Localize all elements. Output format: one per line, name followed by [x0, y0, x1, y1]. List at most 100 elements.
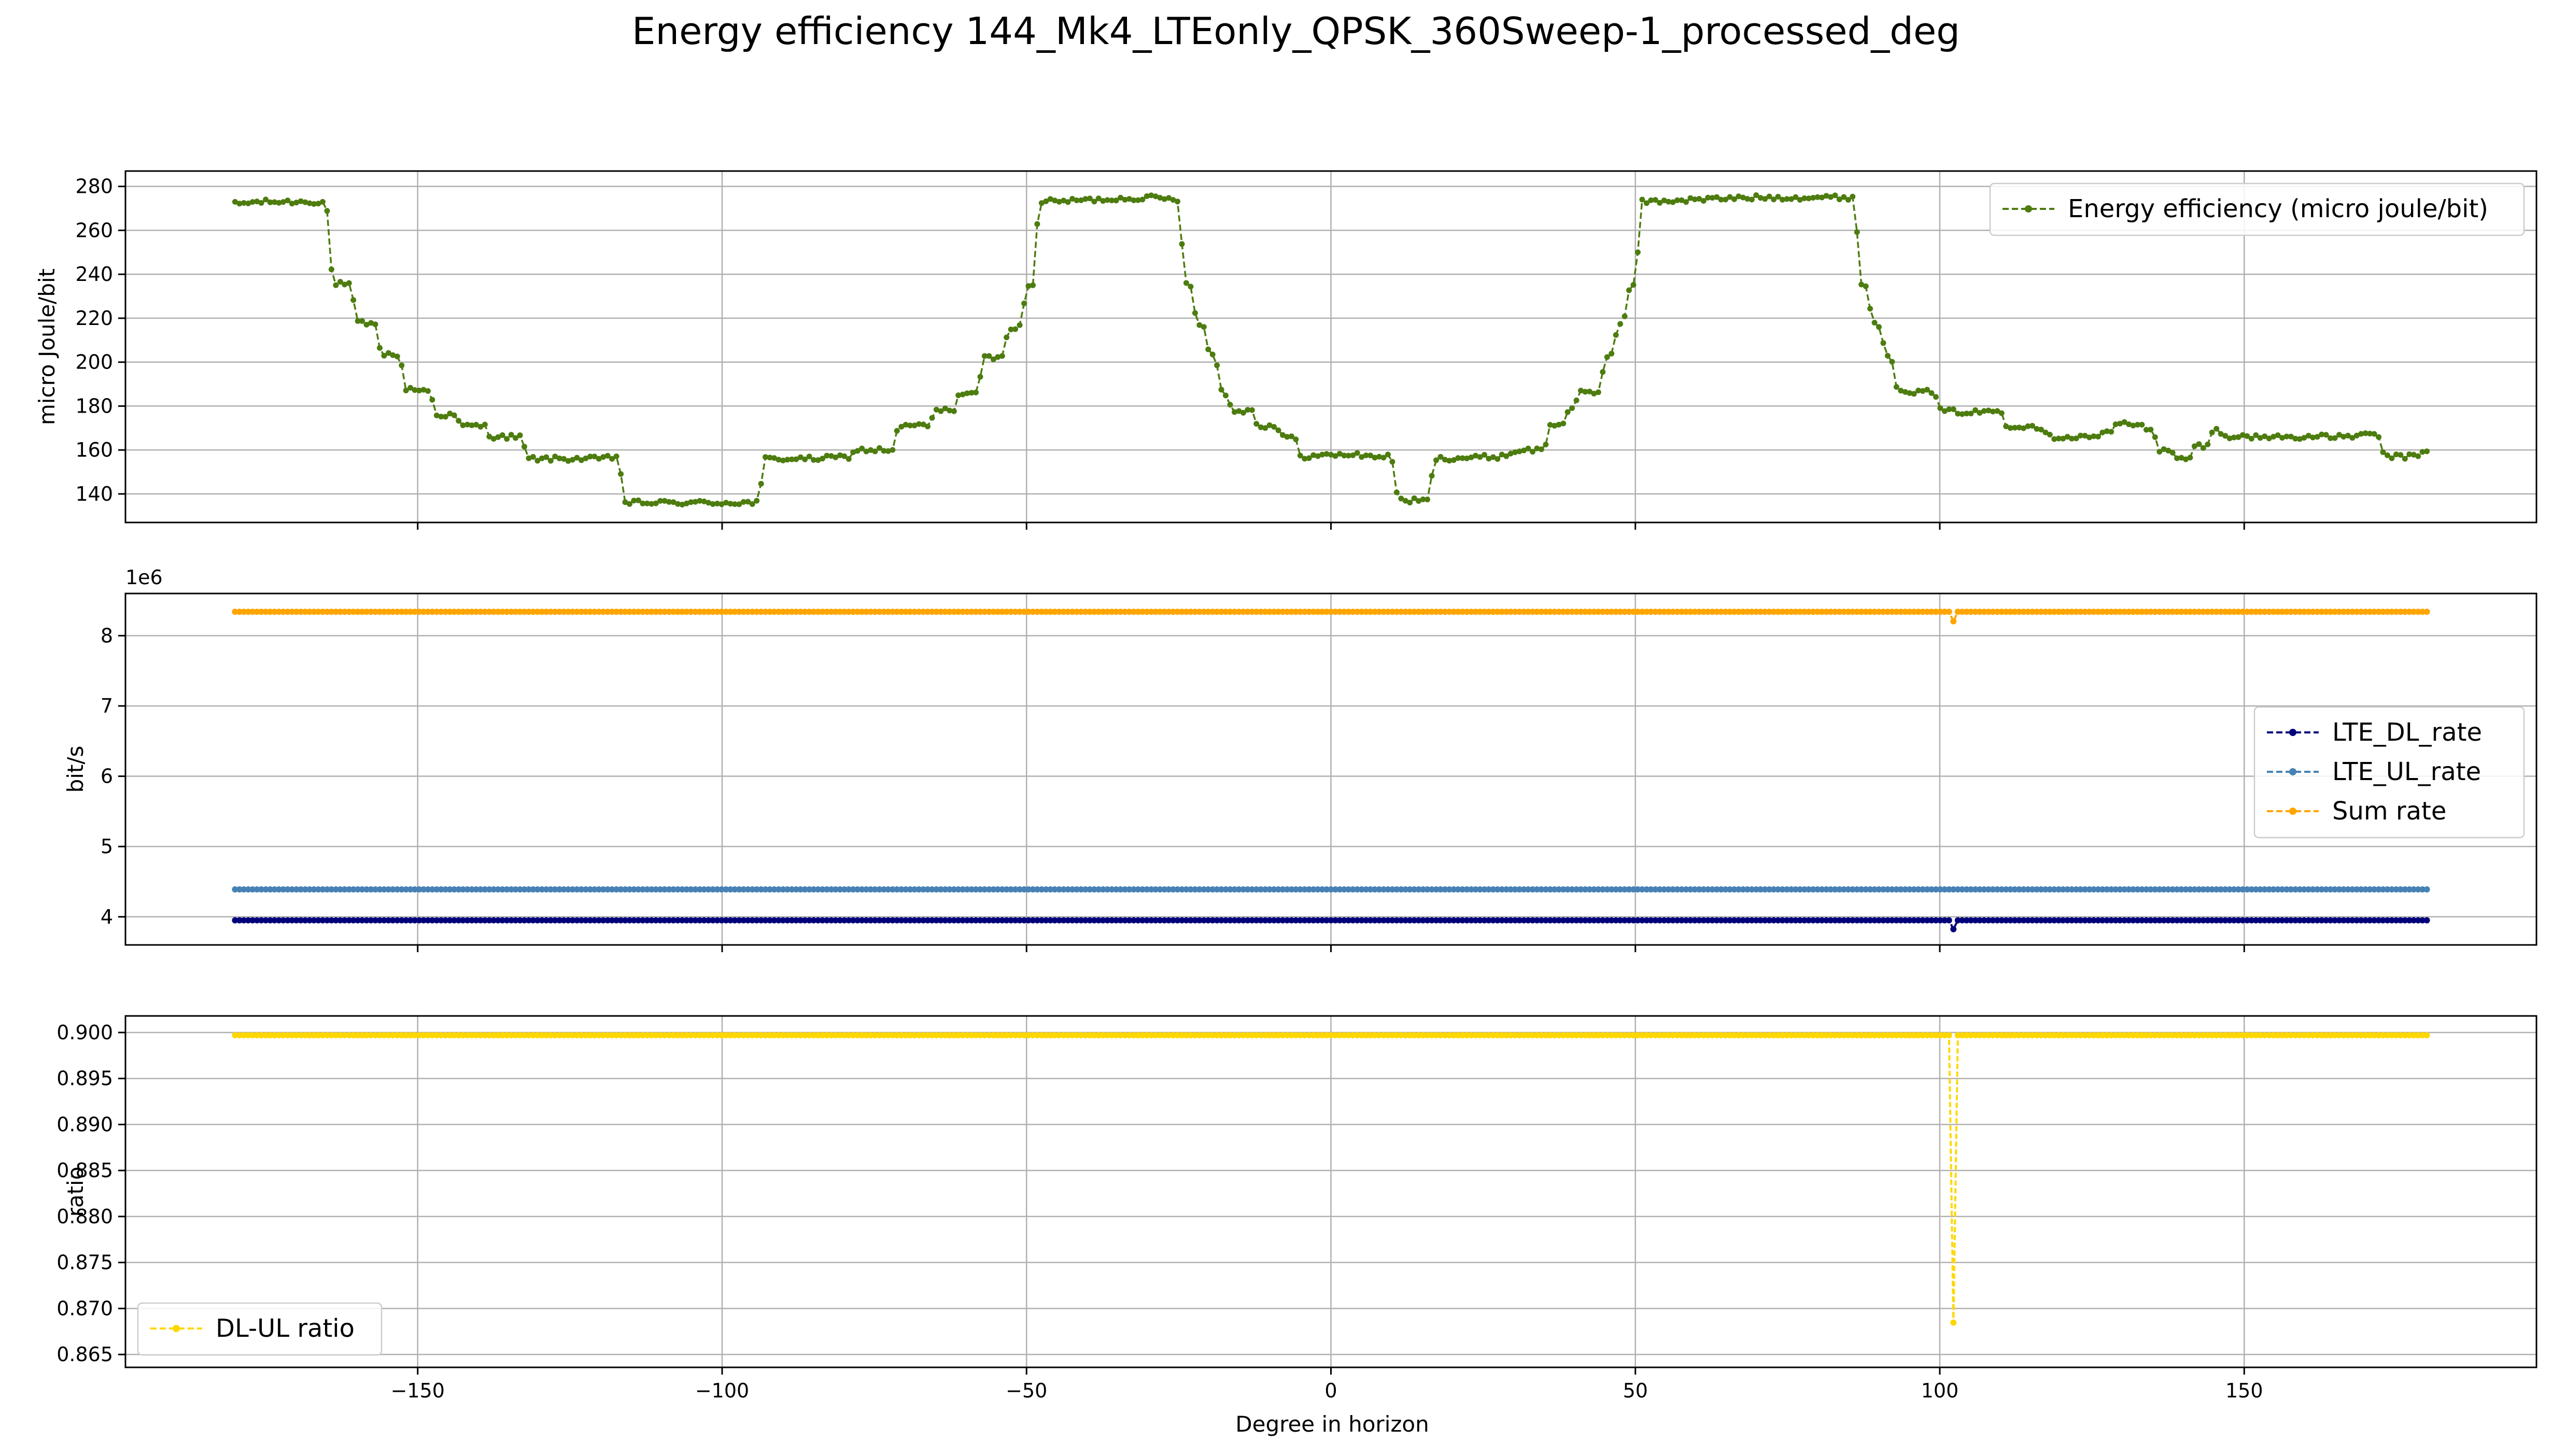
data-point [1609, 350, 1615, 357]
data-point [994, 1032, 1001, 1039]
data-point [1297, 609, 1304, 615]
data-point [692, 609, 699, 615]
data-point [1131, 886, 1137, 893]
data-point [1148, 1032, 1154, 1039]
data-point [687, 886, 694, 893]
data-point [1433, 886, 1440, 893]
data-point [565, 609, 572, 615]
data-point [985, 917, 992, 924]
data-point [1582, 389, 1588, 395]
data-point [841, 609, 848, 615]
data-point [1187, 886, 1194, 893]
data-point [1117, 917, 1124, 924]
data-point [727, 1032, 734, 1039]
data-point [727, 886, 734, 893]
data-point [1722, 609, 1729, 615]
data-point [1749, 1032, 1755, 1039]
data-point [455, 1032, 462, 1039]
data-point [534, 609, 541, 615]
legend-box [2253, 706, 2525, 839]
data-point [1433, 457, 1439, 463]
data-point [784, 886, 791, 893]
data-point [1021, 917, 1027, 924]
data-point [1950, 1319, 1957, 1326]
data-point [2104, 917, 2110, 924]
data-point [1753, 609, 1759, 615]
data-point [968, 1032, 975, 1039]
data-point [1139, 886, 1146, 893]
data-point [806, 1032, 813, 1039]
data-point [1328, 1032, 1334, 1039]
data-point [319, 1032, 326, 1039]
data-point [1034, 917, 1040, 924]
data-point [2415, 886, 2421, 893]
data-point [833, 454, 839, 460]
data-point [946, 609, 953, 615]
data-point [1165, 609, 1172, 615]
data-point [819, 886, 826, 893]
data-point [604, 1032, 611, 1039]
data-point [1577, 1032, 1584, 1039]
data-point [1349, 886, 1356, 893]
data-point [960, 391, 966, 398]
data-point [503, 1032, 510, 1039]
data-point [1082, 886, 1089, 893]
data-point [824, 1032, 830, 1039]
data-point [767, 1032, 773, 1039]
y-tick-label: 0.865 [57, 1343, 113, 1366]
data-point [749, 609, 756, 615]
data-point [718, 886, 725, 893]
data-point [574, 917, 580, 924]
data-point [490, 1032, 497, 1039]
y-tick-label: 0.875 [57, 1251, 113, 1274]
data-point [1582, 1032, 1588, 1039]
data-point [1099, 917, 1106, 924]
data-point [1446, 458, 1453, 464]
data-point [1863, 886, 1869, 893]
data-point [1341, 1032, 1347, 1039]
data-point [2073, 886, 2080, 893]
data-point [2112, 421, 2119, 427]
data-point [495, 434, 501, 440]
data-point [626, 1032, 633, 1039]
data-point [2042, 917, 2049, 924]
data-point [723, 1032, 729, 1039]
data-point [2143, 917, 2150, 924]
data-point [280, 917, 287, 924]
data-point [810, 1032, 817, 1039]
data-point [1981, 408, 1987, 414]
data-point [1757, 1032, 1764, 1039]
data-point [1442, 457, 1448, 463]
data-point [845, 456, 852, 462]
data-point [1038, 917, 1045, 924]
data-point [1740, 609, 1746, 615]
data-point [258, 200, 264, 206]
data-point [1192, 609, 1199, 615]
data-point [2345, 609, 2351, 615]
data-point [2336, 1032, 2343, 1039]
data-point [460, 1032, 467, 1039]
data-point [1240, 409, 1246, 416]
data-point [837, 1032, 843, 1039]
data-point [819, 1032, 826, 1039]
data-point [1775, 917, 1781, 924]
data-point [885, 917, 892, 924]
data-point [1744, 1032, 1751, 1039]
data-point [2064, 1032, 2071, 1039]
data-point [1608, 917, 1615, 924]
data-point [942, 917, 949, 924]
data-point [1529, 917, 1536, 924]
data-point [1990, 886, 1996, 893]
data-point [1319, 917, 1326, 924]
data-point [675, 501, 681, 507]
data-point [1424, 886, 1431, 893]
data-point [635, 1032, 642, 1039]
data-point [1818, 886, 1825, 893]
data-point [1424, 917, 1431, 924]
data-point [1393, 886, 1400, 893]
data-point [569, 609, 576, 615]
data-point [1569, 1032, 1575, 1039]
data-point [1599, 1032, 1606, 1039]
data-point [1065, 609, 1071, 615]
data-point [245, 886, 251, 893]
